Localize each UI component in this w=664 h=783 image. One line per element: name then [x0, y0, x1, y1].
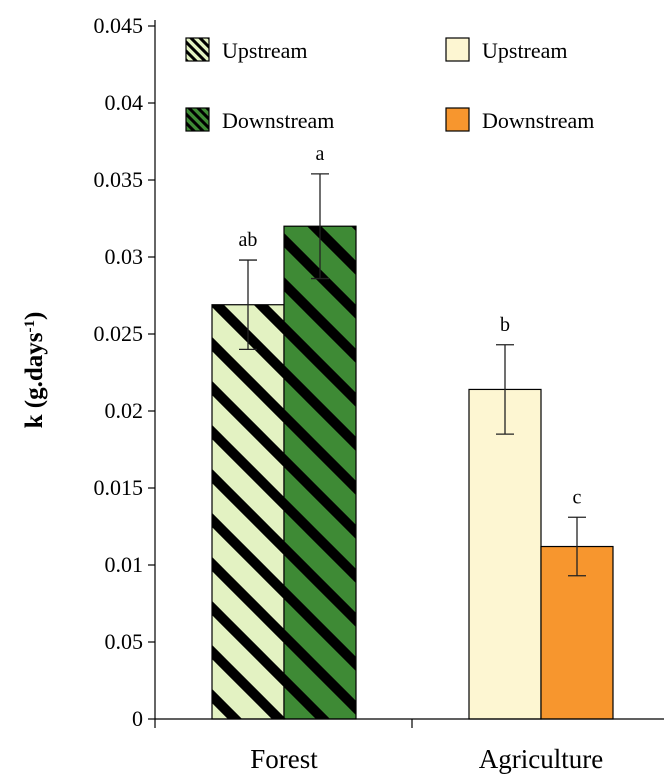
- y-tick-label: 0.01: [105, 552, 144, 577]
- legend-label: Downstream: [222, 108, 334, 133]
- x-category-label: Forest: [250, 744, 318, 774]
- legend-swatch: [185, 37, 210, 62]
- y-tick-label: 0.035: [94, 167, 144, 192]
- legend-swatch: [445, 107, 470, 132]
- legend-label: Downstream: [482, 108, 594, 133]
- significance-label: ab: [239, 229, 258, 251]
- significance-label: b: [500, 314, 510, 336]
- legend-label: Upstream: [222, 38, 308, 63]
- y-tick-label: 0.05: [105, 629, 144, 654]
- significance-label: c: [573, 486, 582, 508]
- legend-swatch: [185, 107, 210, 132]
- y-axis-label: k (g.days-1): [21, 312, 48, 429]
- bar: [468, 388, 542, 720]
- legend-label: Upstream: [482, 38, 568, 63]
- y-tick-label: 0.03: [105, 244, 144, 269]
- y-tick-label: 0.04: [105, 90, 144, 115]
- y-tick-label: 0.045: [94, 13, 144, 38]
- x-category-label: Agriculture: [479, 744, 603, 774]
- bar: [211, 304, 285, 720]
- y-tick-label: 0.015: [94, 475, 144, 500]
- significance-label: a: [316, 143, 325, 165]
- y-tick-label: 0: [132, 706, 143, 731]
- y-tick-label: 0.02: [105, 398, 144, 423]
- bar: [283, 225, 357, 720]
- y-tick-label: 0.025: [94, 321, 144, 346]
- legend-swatch: [445, 37, 470, 62]
